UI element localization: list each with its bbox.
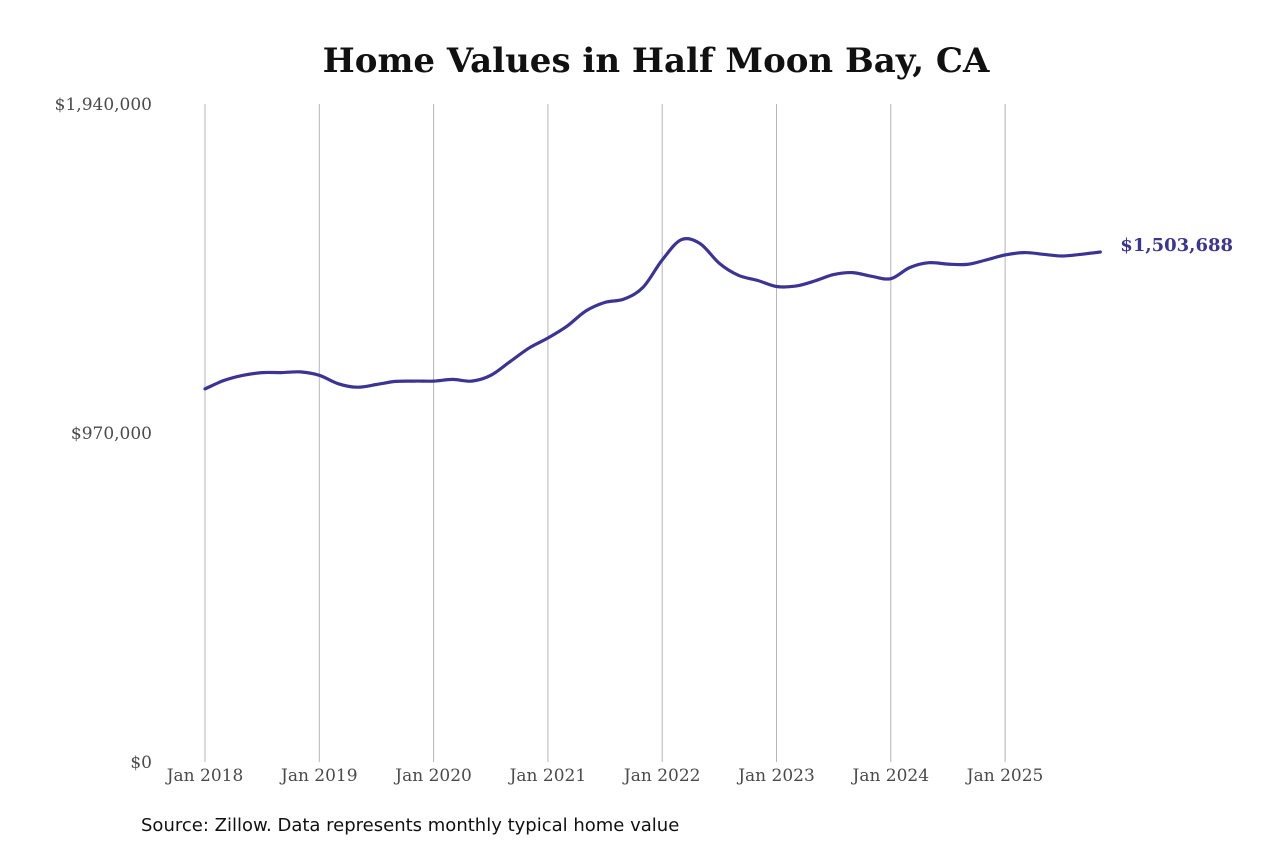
x-tick-label: Jan 2023 [736, 766, 815, 786]
x-tick-label: Jan 2018 [165, 766, 244, 786]
x-axis: Jan 2018 Jan 2019 Jan 2020 Jan 2021 Jan 2022… [165, 766, 1044, 786]
chart-title: Home Values in Half Moon Bay, CA [323, 41, 990, 81]
series-layer [203, 237, 1102, 391]
home-value-line [203, 237, 1102, 391]
grid-layer [204, 104, 1006, 762]
x-tick-label: Jan 2020 [393, 766, 472, 786]
source-note: Source: Zillow. Data represents monthly … [141, 815, 680, 836]
y-tick-label: $0 [130, 753, 152, 773]
x-tick-label: Jan 2021 [508, 766, 587, 786]
y-axis: $0 $970,000 $1,940,000 [55, 95, 152, 773]
x-tick-label: Jan 2025 [965, 766, 1044, 786]
end-value-label: $1,503,688 [1120, 235, 1233, 256]
x-tick-label: Jan 2022 [622, 766, 701, 786]
y-tick-label: $1,940,000 [55, 95, 152, 115]
x-tick-label: Jan 2024 [851, 766, 930, 786]
x-tick-label: Jan 2019 [279, 766, 358, 786]
y-tick-label: $970,000 [71, 424, 152, 444]
